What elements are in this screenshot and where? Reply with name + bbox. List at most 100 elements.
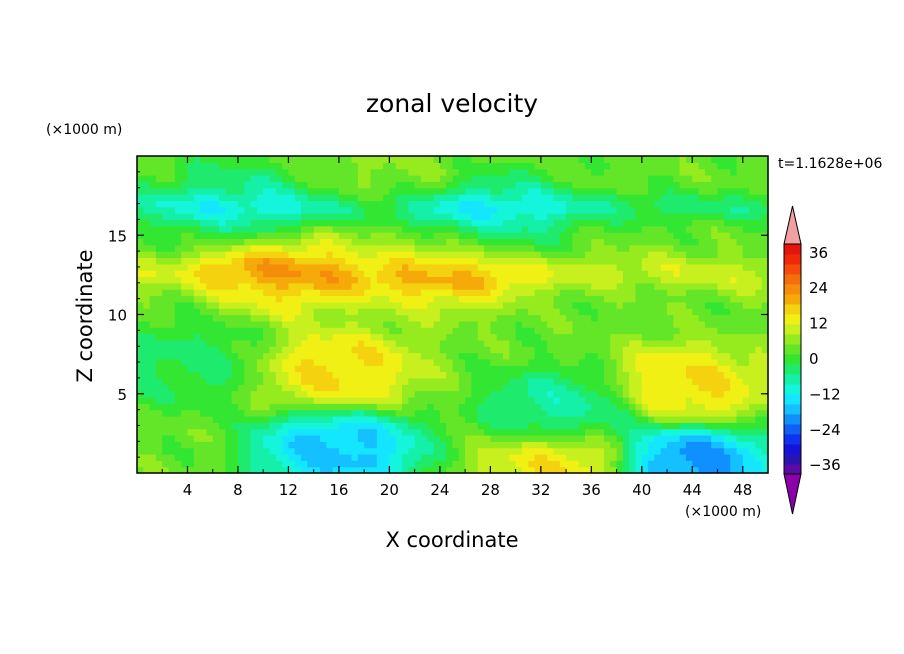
field-cell xyxy=(604,346,611,353)
field-cell xyxy=(143,175,150,182)
field-cell xyxy=(547,384,554,391)
field-cell xyxy=(307,410,314,417)
field-cell xyxy=(509,391,516,398)
field-cell xyxy=(169,156,176,163)
field-cell xyxy=(617,264,624,271)
field-cell xyxy=(415,238,422,245)
field-cell xyxy=(654,219,661,226)
field-cell xyxy=(535,283,542,290)
field-cell xyxy=(528,219,535,226)
field-cell xyxy=(453,226,460,233)
field-cell xyxy=(604,308,611,315)
field-cell xyxy=(661,454,668,461)
field-cell xyxy=(434,384,441,391)
field-cell xyxy=(705,435,712,442)
field-cell xyxy=(730,416,737,423)
field-cell xyxy=(232,410,239,417)
field-cell xyxy=(654,308,661,315)
field-cell xyxy=(187,175,194,182)
field-cell xyxy=(516,422,523,429)
field-cell xyxy=(181,422,188,429)
field-cell xyxy=(427,156,434,163)
field-cell xyxy=(547,251,554,258)
field-cell xyxy=(251,251,258,258)
field-cell xyxy=(434,422,441,429)
field-cell xyxy=(465,257,472,264)
field-cell xyxy=(528,340,535,347)
field-cell xyxy=(402,416,409,423)
field-cell xyxy=(509,416,516,423)
field-cell xyxy=(194,353,201,360)
field-cell xyxy=(320,315,327,322)
field-cell xyxy=(572,327,579,334)
field-cell xyxy=(711,289,718,296)
field-cell xyxy=(307,422,314,429)
field-cell xyxy=(629,289,636,296)
field-cell xyxy=(522,200,529,207)
field-cell xyxy=(484,397,491,404)
field-cell xyxy=(617,207,624,214)
field-cell xyxy=(718,162,725,169)
field-cell xyxy=(339,175,346,182)
field-cell xyxy=(200,403,207,410)
field-cell xyxy=(711,410,718,417)
field-cell xyxy=(383,384,390,391)
field-cell xyxy=(257,327,264,334)
field-cell xyxy=(478,200,485,207)
field-cell xyxy=(755,340,762,347)
field-cell xyxy=(187,207,194,214)
field-cell xyxy=(705,397,712,404)
field-cell xyxy=(187,448,194,455)
field-cell xyxy=(604,448,611,455)
field-cell xyxy=(301,359,308,366)
field-cell xyxy=(301,321,308,328)
field-cell xyxy=(263,295,270,302)
field-cell xyxy=(408,340,415,347)
field-cell xyxy=(509,422,516,429)
field-cell xyxy=(642,276,649,283)
field-cell xyxy=(314,391,321,398)
field-cell xyxy=(736,194,743,201)
field-cell xyxy=(143,346,150,353)
field-cell xyxy=(749,245,756,252)
field-cell xyxy=(711,372,718,379)
field-cell xyxy=(288,207,295,214)
field-cell xyxy=(635,340,642,347)
field-cell xyxy=(591,219,598,226)
field-cell xyxy=(181,340,188,347)
field-cell xyxy=(528,295,535,302)
field-cell xyxy=(705,321,712,328)
field-cell xyxy=(604,454,611,461)
field-cell xyxy=(490,378,497,385)
field-cell xyxy=(219,226,226,233)
field-cell xyxy=(364,410,371,417)
field-cell xyxy=(490,257,497,264)
field-cell xyxy=(162,283,169,290)
field-cell xyxy=(642,448,649,455)
field-cell xyxy=(686,270,693,277)
field-cell xyxy=(528,245,535,252)
field-cell xyxy=(427,315,434,322)
field-cell xyxy=(345,264,352,271)
field-cell xyxy=(503,276,510,283)
field-cell xyxy=(642,441,649,448)
field-cell xyxy=(541,302,548,309)
field-cell xyxy=(692,226,699,233)
field-cell xyxy=(270,251,277,258)
field-cell xyxy=(169,213,176,220)
field-cell xyxy=(358,334,365,341)
field-cell xyxy=(743,238,750,245)
field-cell xyxy=(755,460,762,467)
field-cell xyxy=(421,365,428,372)
field-cell xyxy=(181,207,188,214)
field-cell xyxy=(579,264,586,271)
field-cell xyxy=(307,308,314,315)
field-cell xyxy=(263,276,270,283)
field-cell xyxy=(547,175,554,182)
field-cell xyxy=(661,276,668,283)
field-cell xyxy=(749,410,756,417)
field-cell xyxy=(427,321,434,328)
field-cell xyxy=(434,207,441,214)
field-cell xyxy=(370,429,377,436)
field-cell xyxy=(143,264,150,271)
